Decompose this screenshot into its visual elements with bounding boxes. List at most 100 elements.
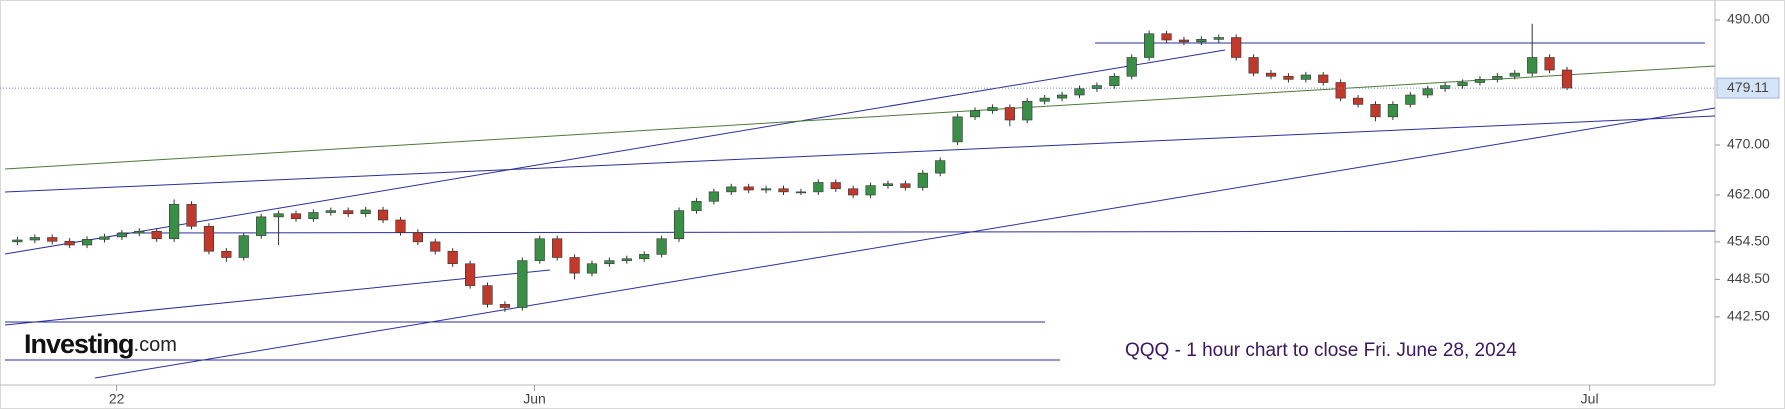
candle: [1196, 36, 1207, 45]
candle: [1527, 23, 1538, 77]
candle: [1492, 73, 1503, 83]
candle-body: [360, 209, 371, 215]
candle: [1509, 70, 1520, 80]
candle: [1544, 54, 1555, 74]
candle: [708, 188, 719, 205]
y-tick-label: 462.00: [1727, 186, 1770, 202]
x-tick-label: 22: [109, 391, 125, 407]
logo-suffix: .com: [134, 334, 177, 356]
candle: [1474, 76, 1486, 86]
candle: [1004, 104, 1015, 127]
candle-body: [1144, 33, 1155, 58]
candle-body: [1126, 57, 1137, 77]
candle: [360, 206, 371, 217]
candle-body: [1039, 97, 1050, 102]
candle-body: [1335, 82, 1346, 99]
candle: [1039, 95, 1050, 105]
candle-body: [1196, 39, 1207, 43]
candle-body: [1527, 57, 1538, 74]
candle: [430, 238, 441, 255]
candle-body: [673, 210, 685, 240]
candle: [969, 107, 981, 120]
trendline: [94, 107, 1716, 379]
last-price-box: [1716, 77, 1780, 99]
x-tick-label: Jul: [1581, 391, 1599, 407]
candle: [569, 254, 580, 280]
candle-body: [726, 186, 737, 193]
candle-body: [1422, 88, 1433, 96]
candle: [1561, 66, 1573, 90]
candle-body: [29, 237, 40, 241]
candle: [151, 228, 162, 242]
y-tick-label: 442.50: [1727, 308, 1770, 324]
candle-body: [256, 216, 267, 236]
candle-body: [552, 238, 563, 258]
candle-body: [778, 188, 789, 193]
candle-body: [447, 250, 458, 265]
candle: [1091, 82, 1102, 92]
candle-body: [1091, 85, 1102, 90]
candle: [1422, 85, 1433, 99]
candle: [813, 179, 824, 195]
x-tick-label: Jun: [523, 391, 546, 407]
candle-body: [604, 260, 615, 265]
candle-body: [621, 258, 632, 261]
candle: [691, 198, 702, 214]
candle-body: [1283, 75, 1294, 80]
candle: [203, 223, 215, 255]
candle: [238, 232, 249, 261]
candle: [1370, 101, 1381, 122]
candle-body: [795, 191, 807, 194]
candle-body: [221, 250, 232, 258]
candle: [221, 248, 232, 262]
candle: [343, 207, 354, 217]
candle-body: [586, 263, 598, 274]
candle-body: [238, 235, 249, 258]
candle: [1283, 73, 1294, 83]
trendlines: [4, 42, 1716, 379]
candle-body: [1352, 97, 1364, 105]
candle: [726, 183, 737, 195]
candle-body: [743, 186, 754, 191]
candle: [795, 188, 807, 195]
candle: [12, 236, 23, 245]
candle: [99, 233, 110, 243]
trendline: [4, 115, 1716, 193]
candle: [325, 207, 336, 216]
candle: [273, 210, 284, 245]
candle: [186, 201, 197, 230]
candle: [29, 234, 40, 244]
candle: [1265, 70, 1277, 80]
candle: [900, 180, 911, 191]
candle-body: [1440, 85, 1451, 90]
candle-body: [12, 239, 23, 243]
candle-body: [1492, 75, 1503, 80]
candle-body: [1265, 72, 1277, 77]
candle-body: [186, 204, 197, 227]
candle-body: [517, 260, 528, 308]
candle-body: [708, 191, 719, 202]
candle-body: [1161, 33, 1172, 41]
candle: [134, 228, 145, 237]
candle: [377, 206, 389, 224]
candle: [761, 185, 772, 194]
candle: [639, 251, 650, 262]
candle-body: [1074, 88, 1085, 96]
candle-body: [691, 200, 702, 211]
candle: [673, 207, 685, 242]
candle: [499, 301, 511, 312]
candle: [882, 180, 894, 189]
candle-body: [343, 210, 354, 215]
candle-body: [969, 110, 981, 118]
last-price-label: 479.11: [1727, 79, 1769, 95]
candle: [395, 216, 406, 236]
candle: [517, 257, 528, 311]
candle-body: [169, 204, 180, 240]
candle: [865, 182, 876, 199]
candle-body: [465, 263, 476, 286]
candle-body: [917, 172, 928, 188]
candle-body: [116, 232, 127, 238]
candle: [290, 210, 302, 222]
